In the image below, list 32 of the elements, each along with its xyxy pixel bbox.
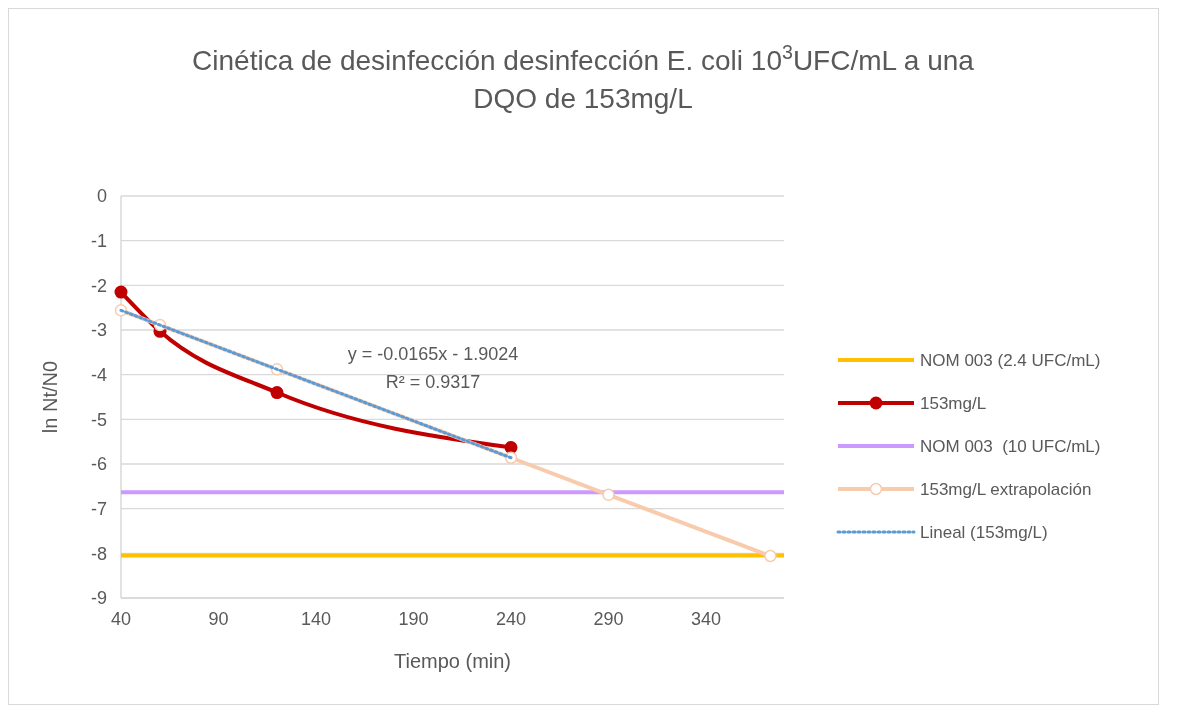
- x-tick-label: 240: [495, 609, 527, 629]
- legend-label: 153mg/L: [920, 393, 987, 413]
- legend-label: Lineal (153mg/L): [920, 522, 1048, 542]
- legend-label: NOM 003 (10 UFC/mL): [920, 436, 1101, 456]
- chart-title: Cinética de desinfección desinfección E. coli 10$^{3}$UFC/mL a una DQO de 153mg/L: [192, 41, 974, 114]
- point: [270, 386, 284, 400]
- legend-label: NOM 003 (2.4 UFC/mL): [920, 350, 1101, 370]
- x-tick-label: 290: [593, 609, 624, 629]
- y-tick-label: -9: [90, 588, 107, 609]
- y-tick-label: -3: [90, 320, 107, 341]
- point: [504, 440, 518, 454]
- x-tick-label: 90: [208, 609, 229, 629]
- y-tick-label: -4: [90, 364, 107, 385]
- x-tick-label: 190: [398, 609, 429, 629]
- y-tick-label: -7: [90, 498, 107, 519]
- y-tick-label: -1: [90, 230, 107, 251]
- y-tick-label: -8: [90, 543, 107, 564]
- point: [602, 488, 615, 502]
- x-tick-label: 40: [110, 609, 132, 629]
- y-tick-label: -6: [90, 454, 107, 475]
- x-tick-label: 140: [300, 609, 332, 629]
- y-tick-label: -2: [90, 275, 107, 296]
- legend-label: 153mg/L extrapolación: [920, 479, 1092, 499]
- annotation: R² = 0.9317: [385, 372, 481, 392]
- annotation: y = -0.0165x - 1.9024: [347, 344, 519, 364]
- y-axis-title: ln Nt/N0: [39, 360, 61, 434]
- x-tick-label: 340: [690, 609, 722, 629]
- y-tick-label: 0: [96, 186, 107, 207]
- x-axis-title: Tiempo (min): [393, 650, 512, 672]
- y-tick-label: -5: [90, 409, 107, 430]
- point: [114, 285, 128, 299]
- point: [764, 549, 777, 563]
